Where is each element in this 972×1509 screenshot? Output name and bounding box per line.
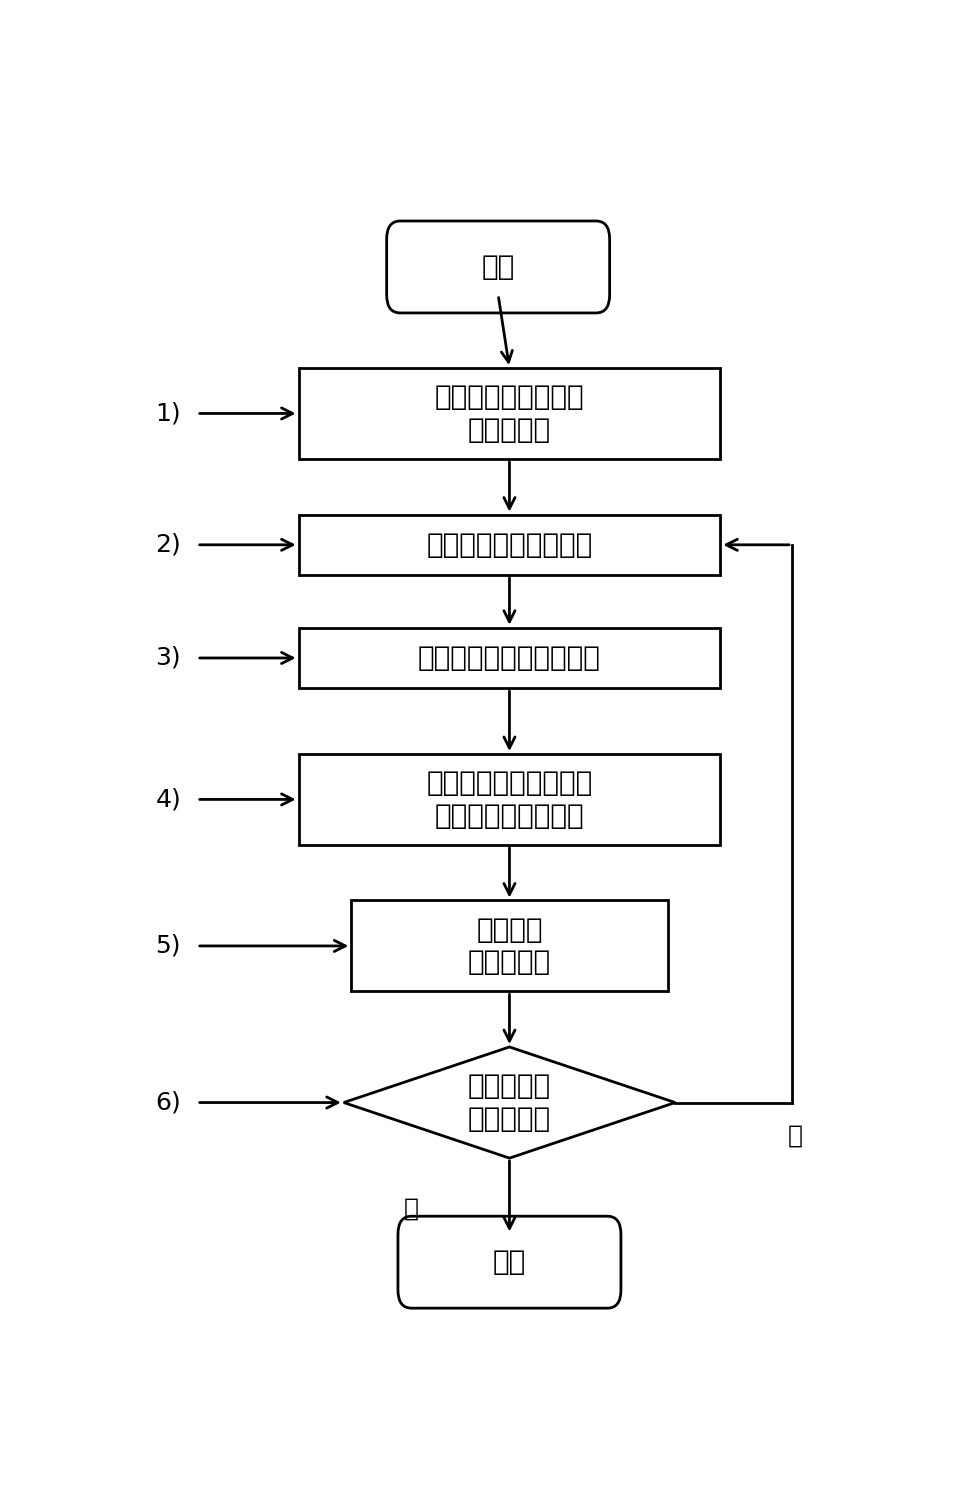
Text: 5): 5) <box>156 934 181 958</box>
Bar <box>351 901 668 991</box>
Text: 4): 4) <box>156 788 181 812</box>
Text: 是: 是 <box>788 1124 803 1148</box>
Text: 移动氟盐离子到新的位置: 移动氟盐离子到新的位置 <box>418 644 601 672</box>
Text: 给定氟盐离子的初始
位置和速度: 给定氟盐离子的初始 位置和速度 <box>434 383 584 444</box>
Bar <box>298 628 720 688</box>
Text: 结束: 结束 <box>493 1248 526 1277</box>
Text: 计算一个时间步长后氟
盐离子的位置和速度: 计算一个时间步长后氟 盐离子的位置和速度 <box>427 770 593 830</box>
Text: 统计氟盐
宏观物理量: 统计氟盐 宏观物理量 <box>468 916 551 976</box>
Text: 开始: 开始 <box>481 254 515 281</box>
Text: 否: 否 <box>404 1197 419 1221</box>
Text: 计算氟盐离子的加速度: 计算氟盐离子的加速度 <box>427 531 593 558</box>
Polygon shape <box>344 1047 676 1157</box>
Text: 2): 2) <box>156 533 181 557</box>
Bar <box>298 368 720 459</box>
Bar <box>298 754 720 845</box>
Bar <box>298 515 720 575</box>
FancyBboxPatch shape <box>387 220 609 312</box>
Text: 6): 6) <box>156 1091 181 1115</box>
Text: 宏观物理量
是否变化？: 宏观物理量 是否变化？ <box>468 1073 551 1133</box>
Text: 3): 3) <box>156 646 181 670</box>
FancyBboxPatch shape <box>398 1216 621 1308</box>
Text: 1): 1) <box>156 401 181 426</box>
